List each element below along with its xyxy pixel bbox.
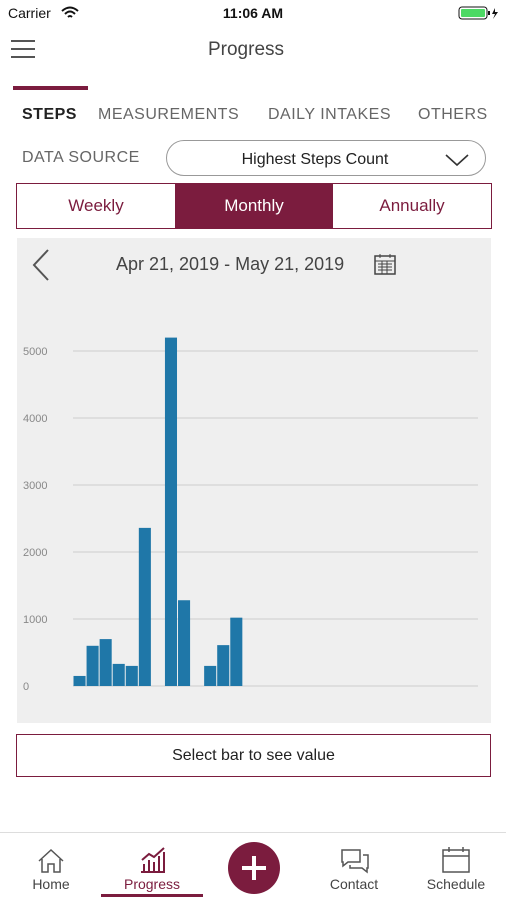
hint-box: Select bar to see value (16, 734, 491, 777)
hint-text: Select bar to see value (172, 747, 335, 764)
bar[interactable] (164, 337, 178, 686)
y-tick-label: 5000 (23, 346, 47, 358)
nav-divider (0, 832, 506, 833)
y-tick-label: 2000 (23, 547, 47, 559)
bar[interactable] (86, 645, 99, 686)
contact-icon[interactable] (340, 848, 370, 874)
y-tick-label: 1000 (23, 614, 47, 626)
y-tick-label: 0 (23, 681, 29, 693)
bar[interactable] (73, 675, 86, 686)
date-range: Apr 21, 2019 - May 21, 2019 (116, 254, 345, 274)
battery-icon (458, 6, 498, 20)
nav-label[interactable]: Home (32, 876, 70, 892)
menu-button[interactable] (10, 39, 36, 59)
nav-indicator (101, 894, 203, 897)
schedule-icon[interactable] (441, 846, 471, 874)
tab[interactable]: OTHERS (418, 106, 488, 123)
bar[interactable] (138, 527, 151, 686)
add-button[interactable] (227, 841, 281, 895)
bar[interactable] (125, 665, 138, 686)
dropdown-value: Highest Steps Count (241, 151, 389, 168)
bar[interactable] (204, 665, 217, 686)
carrier: Carrier (8, 5, 51, 21)
tab[interactable]: MEASUREMENTS (98, 106, 240, 123)
period-selector: Weekly Monthly Annually (16, 183, 492, 229)
period-option[interactable]: Weekly (68, 196, 124, 215)
nav-label[interactable]: Schedule (426, 876, 486, 892)
chart: 0 1000 2000 3000 4000 5000 (23, 337, 478, 693)
tab-indicator (13, 86, 88, 90)
time: 11:06 AM (222, 5, 284, 21)
home-icon[interactable] (37, 848, 65, 874)
period-option[interactable]: Annually (379, 196, 445, 215)
data-source-label: DATA SOURCE (22, 149, 140, 166)
nav-label[interactable]: Contact (329, 876, 379, 892)
bar[interactable] (112, 663, 125, 686)
period-option-selected[interactable]: Monthly (175, 184, 333, 228)
tab[interactable]: STEPS (22, 106, 77, 123)
wifi-icon (61, 6, 79, 18)
bar[interactable] (178, 600, 191, 686)
bar[interactable] (217, 645, 230, 686)
y-tick-label: 3000 (23, 480, 47, 492)
nav-label-active[interactable]: Progress (123, 876, 181, 892)
tab[interactable]: DAILY INTAKES (268, 106, 391, 123)
calendar-icon[interactable] (374, 253, 396, 275)
y-tick-label: 4000 (23, 413, 47, 425)
progress-icon[interactable] (139, 846, 167, 874)
page-title: Progress (207, 39, 285, 60)
bar[interactable] (230, 617, 243, 686)
previous-button[interactable] (30, 248, 54, 282)
bar[interactable] (99, 639, 112, 686)
chart-panel (17, 238, 491, 723)
data-source-dropdown[interactable]: Highest Steps Count (166, 140, 486, 176)
chevron-down (445, 154, 469, 167)
